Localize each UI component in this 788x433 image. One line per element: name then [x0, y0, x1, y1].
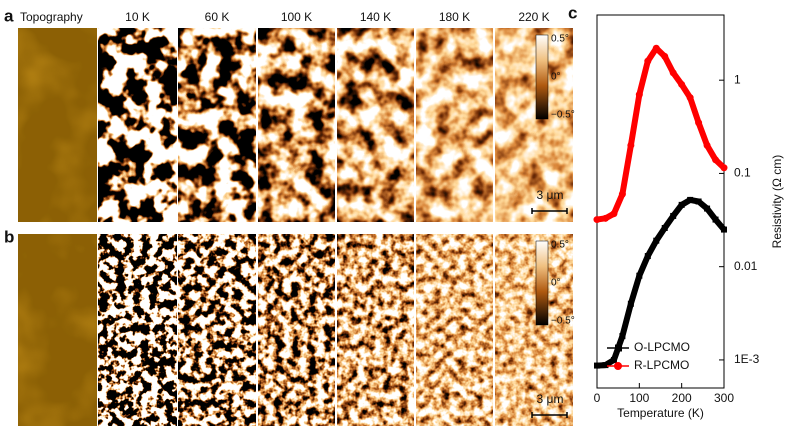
- plot-frame: [596, 14, 725, 389]
- data-point: [619, 333, 626, 340]
- data-point: [712, 216, 719, 223]
- series-line: [594, 45, 727, 223]
- panel-label: b: [4, 227, 14, 246]
- y-tick-label: 1: [734, 72, 741, 86]
- scale-bar-label: 3 μm: [537, 188, 564, 202]
- colorbar: [535, 240, 549, 326]
- scale-bar: [531, 208, 568, 214]
- data-point: [636, 272, 643, 279]
- micrograph: [18, 234, 97, 426]
- column-header: 100 K: [281, 10, 312, 24]
- data-point: [610, 356, 617, 363]
- column-header: 10 K: [125, 10, 150, 24]
- micrograph: [416, 28, 493, 222]
- colorbar-label: −0.5°: [551, 316, 575, 327]
- y-tick-label: 0.1: [734, 166, 751, 180]
- scale-bar-label: 3 μm: [537, 392, 564, 406]
- y-tick-label: 0.01: [734, 259, 758, 273]
- data-point: [687, 196, 694, 203]
- data-point: [661, 224, 668, 231]
- column-header: Topography: [20, 10, 83, 24]
- data-point: [593, 216, 601, 224]
- data-point: [721, 226, 727, 233]
- x-tick-label: 0: [594, 391, 601, 405]
- micrograph: [258, 28, 335, 222]
- data-point: [601, 214, 609, 222]
- micrograph: [98, 234, 177, 426]
- micrograph: [495, 234, 573, 426]
- micrograph: [416, 234, 493, 426]
- data-point: [594, 362, 600, 369]
- column-header: 140 K: [360, 10, 391, 24]
- column-header: 180 K: [439, 10, 470, 24]
- data-point: [678, 80, 686, 88]
- micrograph: [98, 28, 177, 222]
- data-point: [703, 141, 711, 149]
- colorbar-label: 0°: [551, 278, 561, 289]
- data-point: [720, 164, 728, 172]
- micrograph: [178, 234, 256, 426]
- micrograph: [495, 28, 573, 222]
- column-header: 220 K: [518, 10, 549, 24]
- data-point: [627, 300, 634, 307]
- x-tick-label: 300: [714, 391, 734, 405]
- data-point: [602, 362, 609, 369]
- legend-marker: [614, 362, 622, 370]
- data-point: [669, 69, 677, 77]
- data-point: [610, 210, 618, 218]
- panel-label: c: [568, 3, 577, 22]
- data-point: [695, 119, 703, 127]
- micrograph: [258, 234, 335, 426]
- colorbar-label: −0.5°: [551, 110, 575, 121]
- micrograph: [337, 28, 414, 222]
- data-point: [686, 94, 694, 102]
- line-chart: 0 100 200 300 1E-3 0.01 0.1 1 Temperature (K) Res…: [593, 14, 784, 420]
- legend-marker: [615, 344, 622, 352]
- data-point: [652, 44, 660, 52]
- micrograph: [337, 234, 414, 426]
- column-header: 60 K: [205, 10, 230, 24]
- legend-label: O-LPCMO: [634, 340, 690, 354]
- data-point: [670, 212, 677, 219]
- data-point: [695, 198, 702, 205]
- data-point: [661, 52, 669, 60]
- image-panels: 0.5° 0° −0.5° 3 μm 0.5° 0° −0.5° 3 μm Topography…: [18, 10, 575, 426]
- colorbar-label: 0°: [551, 72, 561, 83]
- data-point: [644, 57, 652, 65]
- y-tick-label: 1E-3: [734, 352, 760, 366]
- scale-bar: [531, 412, 568, 418]
- micrograph: [18, 28, 97, 222]
- colorbar-label: 0.5°: [551, 240, 569, 251]
- data-point: [653, 237, 660, 244]
- data-point: [618, 190, 626, 198]
- panel-label: a: [4, 6, 14, 25]
- colorbar: [535, 34, 549, 120]
- data-point: [627, 141, 635, 149]
- x-tick-label: 100: [629, 391, 649, 405]
- x-axis-label: Temperature (K): [617, 406, 704, 420]
- data-point: [704, 205, 711, 212]
- data-point: [635, 91, 643, 99]
- data-point: [644, 253, 651, 260]
- data-point: [712, 156, 720, 164]
- colorbar-label: 0.5°: [551, 34, 569, 45]
- data-point: [678, 201, 685, 208]
- x-tick-label: 200: [672, 391, 692, 405]
- micrograph: [178, 28, 256, 222]
- y-axis-label: Resistivity (Ω cm): [770, 155, 784, 249]
- legend-label: R-LPCMO: [634, 358, 689, 372]
